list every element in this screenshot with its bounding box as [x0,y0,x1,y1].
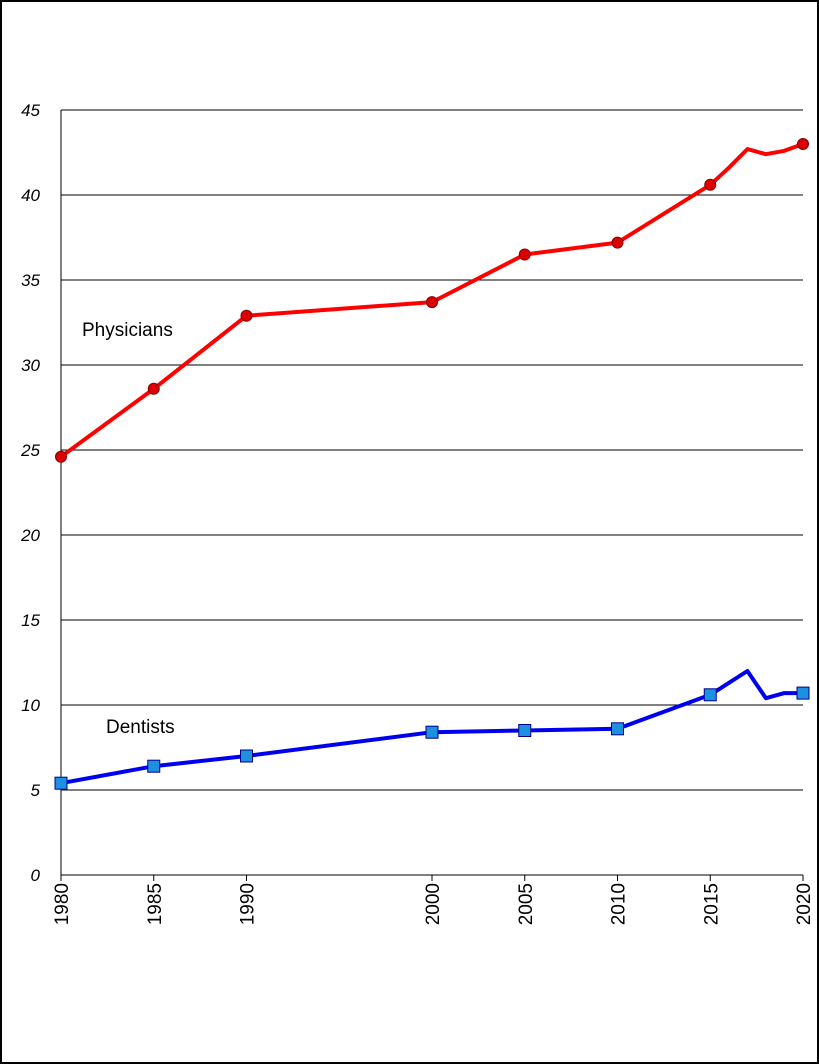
y-tick-label: 45 [21,101,40,120]
series-lines [59,142,805,786]
x-tick-label: 2010 [609,883,630,925]
y-tick-label: 0 [31,866,41,885]
x-tick-labels: 1980 1985 1990 2000 2005 2010 2015 2020 [52,883,815,925]
dentists-point [54,776,68,790]
x-tick-label: 2015 [701,883,722,925]
x-tick-label: 1990 [238,883,259,925]
y-tick-label: 5 [31,781,41,800]
x-tick-label: 1980 [52,883,73,925]
physicians-point [704,178,717,191]
physicians-line [59,142,805,459]
y-tick-label: 35 [21,271,40,290]
physicians-point [147,382,160,395]
x-tick-label: 2005 [516,883,537,925]
dentists-label: Dentists [106,717,175,738]
physicians-point [518,248,531,261]
y-tick-label: 10 [21,696,40,715]
x-tick-label: 1985 [145,883,166,925]
series-markers [54,138,810,790]
physicians-point [611,236,624,249]
dentists-point [425,725,439,739]
physicians-label: Physicians [82,320,173,341]
dentists-line [59,669,805,786]
dentists-point [796,686,810,700]
dentists-point [147,759,161,773]
physicians-point [55,450,67,463]
dentists-point [518,724,532,737]
dentists-point [703,688,717,702]
y-tick-label: 15 [21,611,40,630]
y-tick-label: 40 [21,186,40,205]
physicians-point [240,309,253,322]
y-tick-label: 30 [21,356,40,375]
dentists-point [240,749,253,763]
y-tick-label: 25 [20,441,40,460]
gridlines [61,109,803,791]
x-tick-label: 2020 [794,883,815,925]
dentists-point [611,722,624,736]
y-tick-labels: 0 5 10 15 20 25 30 35 40 45 [20,101,40,885]
physicians-point [426,296,438,309]
axes [60,110,804,881]
x-tick-label: 2000 [423,883,444,925]
y-tick-label: 20 [20,526,40,545]
series-labels: Physicians Dentists [82,320,175,738]
physicians-point [797,138,809,150]
